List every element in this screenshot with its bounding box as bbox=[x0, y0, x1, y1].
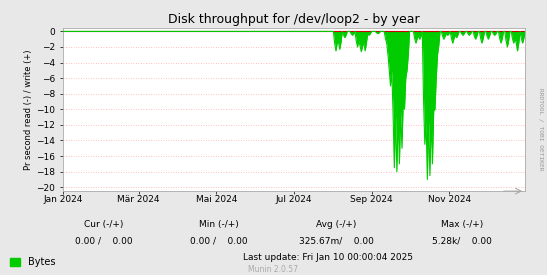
Text: 325.67m/    0.00: 325.67m/ 0.00 bbox=[299, 236, 374, 245]
Text: Munin 2.0.57: Munin 2.0.57 bbox=[248, 265, 299, 274]
Text: Max (-/+): Max (-/+) bbox=[441, 220, 484, 229]
Text: Avg (-/+): Avg (-/+) bbox=[316, 220, 357, 229]
Title: Disk throughput for /dev/loop2 - by year: Disk throughput for /dev/loop2 - by year bbox=[168, 13, 420, 26]
Text: 5.28k/    0.00: 5.28k/ 0.00 bbox=[432, 236, 492, 245]
Text: Last update: Fri Jan 10 00:00:04 2025: Last update: Fri Jan 10 00:00:04 2025 bbox=[243, 253, 413, 262]
Text: RRDTOOL / TOBI OETIKER: RRDTOOL / TOBI OETIKER bbox=[538, 88, 543, 170]
Text: Min (-/+): Min (-/+) bbox=[199, 220, 238, 229]
Y-axis label: Pr second read (-) / write (+): Pr second read (-) / write (+) bbox=[25, 49, 33, 170]
Text: Cur (-/+): Cur (-/+) bbox=[84, 220, 124, 229]
Legend: Bytes: Bytes bbox=[10, 257, 55, 267]
Text: 0.00 /    0.00: 0.00 / 0.00 bbox=[190, 236, 248, 245]
Text: 0.00 /    0.00: 0.00 / 0.00 bbox=[75, 236, 133, 245]
